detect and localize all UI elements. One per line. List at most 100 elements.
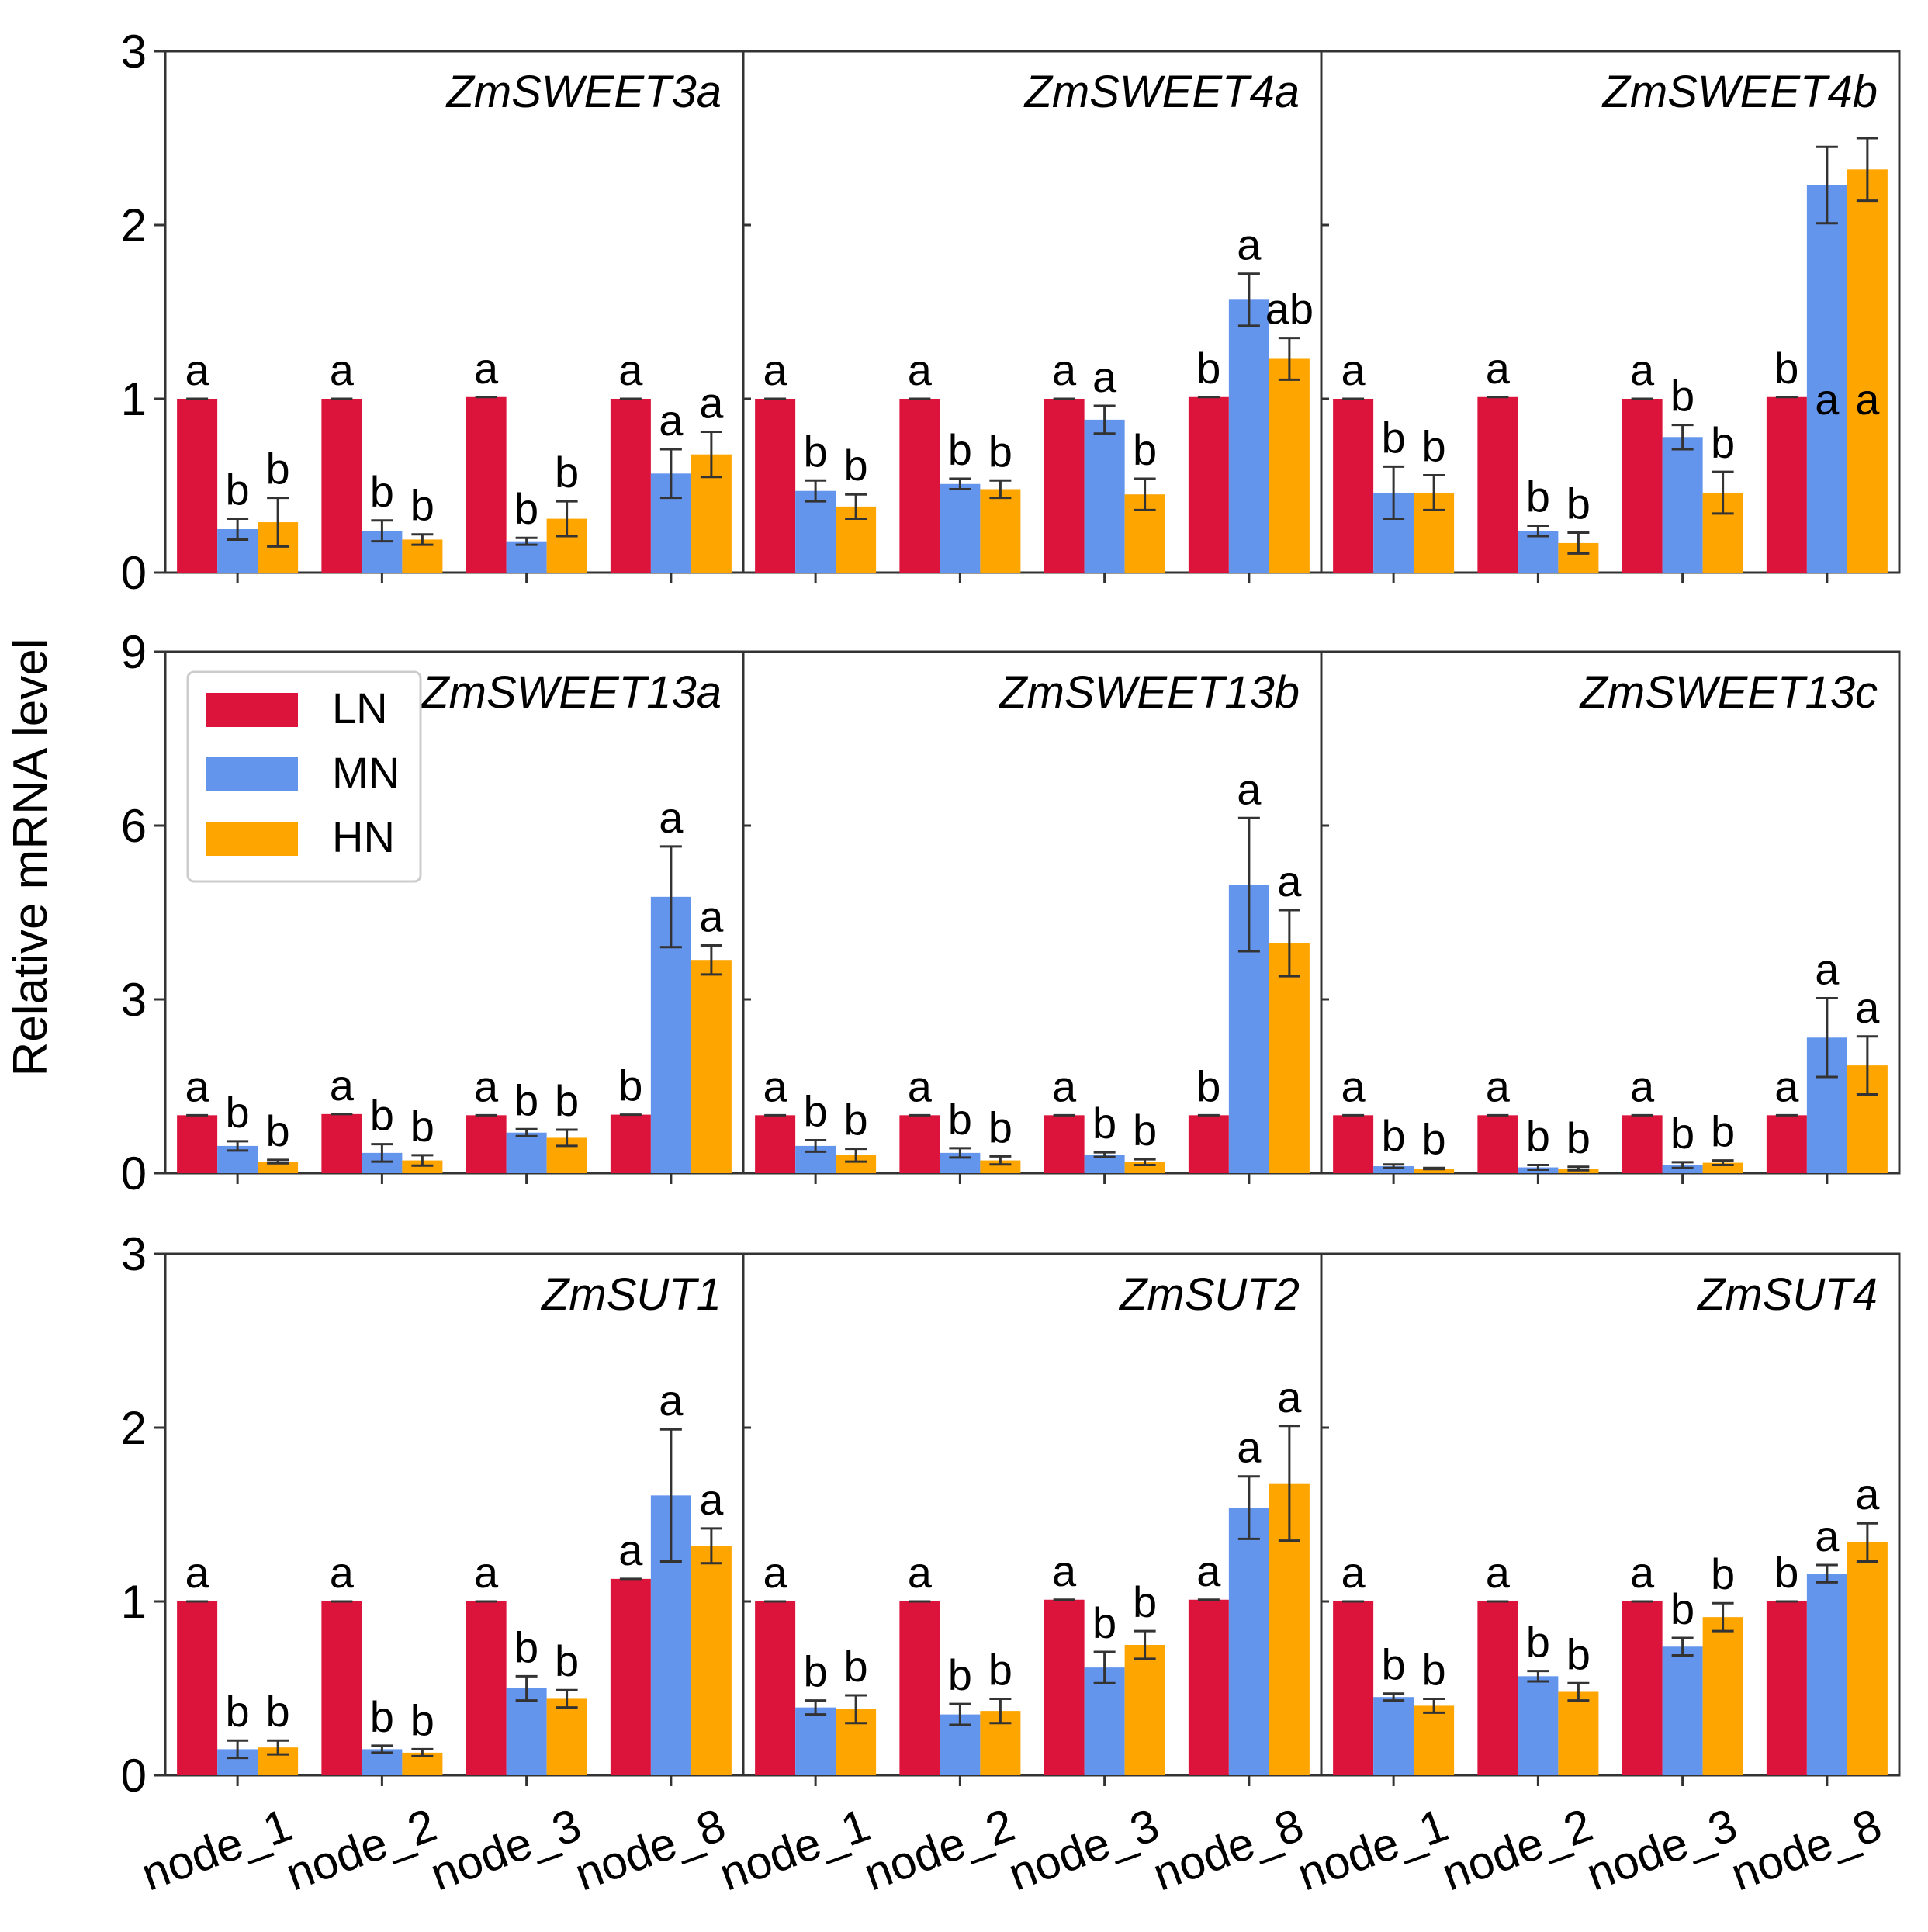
bar-MN-node_8 — [1806, 1574, 1847, 1775]
significance-label: a — [1815, 1511, 1840, 1560]
significance-label: b — [804, 427, 828, 476]
significance-label: a — [330, 345, 355, 394]
significance-label: b — [1526, 1112, 1550, 1161]
significance-label: a — [1855, 1470, 1880, 1518]
significance-label: a — [1052, 1546, 1077, 1595]
significance-label: b — [410, 481, 434, 530]
significance-label: a — [1774, 1061, 1799, 1110]
bar-HN-node_8 — [1847, 169, 1888, 573]
significance-label: a — [1855, 983, 1880, 1032]
significance-label: a — [330, 1548, 355, 1597]
significance-label: a — [1630, 345, 1655, 394]
bar-HN-node_8 — [1847, 1542, 1888, 1775]
bar-LN-node_8 — [1188, 1599, 1229, 1775]
significance-label: b — [1092, 1099, 1116, 1148]
significance-label: b — [514, 1622, 538, 1671]
legend-label-hn: HN — [332, 812, 395, 861]
significance-label: b — [988, 427, 1012, 476]
bar-LN-node_1 — [1333, 1601, 1374, 1775]
y-tick-label: 0 — [121, 1750, 147, 1802]
bar-MN-node_8 — [1228, 299, 1269, 573]
significance-label: b — [370, 1091, 394, 1140]
y-tick-label: 0 — [121, 547, 147, 599]
significance-label: a — [1855, 375, 1880, 424]
x-tick-label: node_2 — [279, 1799, 443, 1900]
bar-MN-node_1 — [795, 1707, 836, 1775]
significance-label: b — [266, 1106, 290, 1155]
significance-label: a — [1341, 1548, 1366, 1597]
significance-label: b — [555, 448, 579, 497]
significance-label: a — [659, 793, 684, 842]
significance-label: a — [1630, 1548, 1655, 1597]
panel-title: ZmSWEET13b — [998, 667, 1300, 718]
significance-label: a — [659, 396, 684, 445]
bar-LN-node_1 — [177, 399, 218, 573]
bar-LN-node_3 — [1622, 1115, 1663, 1173]
significance-label: b — [618, 1061, 642, 1110]
bar-HN-node_1 — [836, 1155, 877, 1173]
bar-LN-node_2 — [899, 399, 940, 573]
significance-label: b — [988, 1103, 1012, 1151]
panel-title: ZmSUT1 — [540, 1269, 722, 1320]
significance-label: a — [908, 1061, 933, 1110]
bar-MN-node_8 — [1228, 1508, 1269, 1775]
bar-LN-node_2 — [321, 1113, 362, 1173]
panel-title: ZmSUT2 — [1118, 1269, 1300, 1320]
bar-MN-node_2 — [1518, 531, 1559, 573]
y-tick-label: 1 — [121, 373, 147, 425]
bar-MN-node_2 — [940, 483, 981, 573]
panel-title: ZmSWEET4a — [1023, 67, 1300, 117]
bar-MN-node_3 — [506, 1132, 547, 1173]
significance-label: b — [226, 1687, 250, 1736]
bar-LN-node_2 — [1477, 396, 1518, 573]
y-axis-label: Relative mRNA level — [4, 638, 57, 1076]
significance-label: b — [1133, 425, 1157, 474]
bar-MN-node_3 — [506, 541, 547, 573]
bar-HN-node_3 — [1124, 1645, 1165, 1775]
significance-label: a — [1486, 344, 1511, 393]
significance-label: b — [1526, 473, 1550, 521]
bar-LN-node_3 — [1622, 399, 1663, 573]
significance-label: b — [804, 1086, 828, 1135]
legend-swatch-mn — [206, 757, 298, 791]
significance-label: a — [1341, 1061, 1366, 1110]
significance-label: a — [330, 1061, 355, 1110]
bar-HN-node_1 — [1414, 1169, 1455, 1173]
significance-label: a — [763, 1548, 788, 1597]
significance-label: b — [1670, 1109, 1694, 1158]
bar-MN-node_3 — [1084, 419, 1125, 573]
bar-LN-node_8 — [1188, 396, 1229, 573]
significance-label: a — [1815, 945, 1840, 994]
panel-title: ZmSWEET4b — [1601, 67, 1878, 117]
y-tick-label: 2 — [121, 199, 147, 251]
significance-label: b — [1422, 1114, 1446, 1163]
x-tick-label: node_1 — [135, 1799, 299, 1900]
bar-LN-node_1 — [177, 1601, 218, 1775]
bar-HN-node_2 — [1558, 1691, 1599, 1775]
legend-label-mn: MN — [332, 748, 400, 797]
x-tick-label: node_1 — [713, 1799, 877, 1900]
significance-label: a — [618, 1525, 643, 1574]
significance-label: b — [370, 1692, 394, 1741]
bar-LN-node_3 — [1044, 1599, 1085, 1775]
significance-label: b — [1711, 418, 1735, 467]
significance-label: b — [844, 1642, 868, 1691]
significance-label: a — [1092, 352, 1117, 401]
y-tick-label: 9 — [121, 626, 147, 678]
significance-label: b — [988, 1645, 1012, 1694]
bar-HN-node_3 — [1702, 1617, 1743, 1775]
significance-label: a — [1237, 1423, 1262, 1472]
bar-LN-node_3 — [1044, 1115, 1085, 1173]
bar-LN-node_1 — [177, 1115, 218, 1173]
significance-label: b — [1670, 1584, 1694, 1633]
significance-label: b — [514, 1075, 538, 1124]
bar-MN-node_8 — [1806, 185, 1847, 573]
significance-label: a — [763, 345, 788, 394]
